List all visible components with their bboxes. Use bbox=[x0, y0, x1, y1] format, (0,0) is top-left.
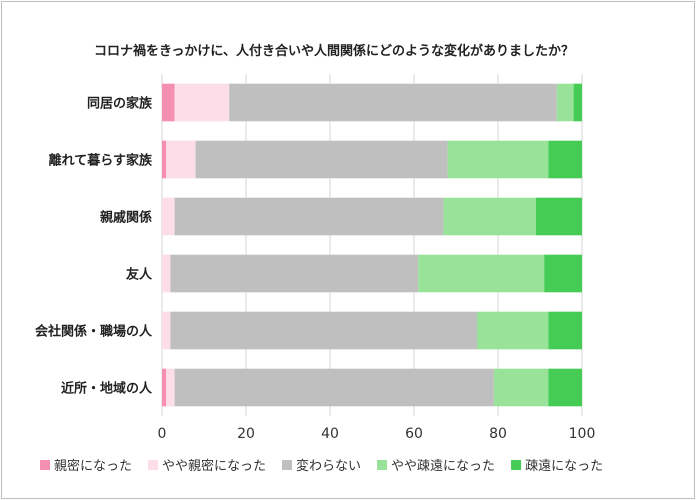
legend-label: 親密になった bbox=[54, 458, 132, 474]
x-tick-label: 100 bbox=[569, 426, 596, 442]
bar-segment-1-1 bbox=[166, 140, 196, 179]
x-tick-label: 80 bbox=[489, 426, 507, 442]
bar-segment-2-2 bbox=[174, 197, 444, 236]
bar-segment-4-1 bbox=[162, 311, 171, 350]
bar-segment-4-3 bbox=[477, 311, 549, 350]
category-label: 同居の家族 bbox=[87, 96, 153, 112]
bar-segment-5-0 bbox=[162, 368, 167, 407]
category-label: 会社関係・職場の人 bbox=[35, 324, 153, 340]
legend-swatch bbox=[377, 460, 388, 470]
bar-segment-3-4 bbox=[544, 254, 582, 293]
bar-segment-0-0 bbox=[162, 83, 175, 122]
bar-segment-1-3 bbox=[447, 140, 549, 179]
category-label: 離れて暮らす家族 bbox=[49, 153, 153, 169]
bar-segment-5-2 bbox=[174, 368, 494, 407]
x-axis-tick-labels: 0 20 40 60 80 100 bbox=[158, 426, 596, 442]
bar-segment-5-1 bbox=[166, 368, 175, 407]
category-label: 友人 bbox=[126, 267, 153, 283]
bar-segment-2-1 bbox=[162, 197, 175, 236]
bar-segment-4-2 bbox=[170, 311, 477, 350]
bar-segment-5-3 bbox=[493, 368, 549, 407]
bar-segment-3-1 bbox=[162, 254, 171, 293]
legend: 親密になった やや親密になった 変わらない やや疎遠になった 疎遠になった bbox=[40, 458, 603, 474]
bar-segment-3-2 bbox=[170, 254, 419, 293]
bar-segment-2-3 bbox=[443, 197, 536, 236]
legend-swatch bbox=[148, 460, 159, 470]
legend-label: やや疎遠になった bbox=[391, 459, 495, 474]
bar-segment-1-0 bbox=[162, 140, 167, 179]
bar-segment-1-4 bbox=[548, 140, 582, 179]
legend-label: 変わらない bbox=[296, 458, 361, 474]
category-label: 近所・地域の人 bbox=[61, 381, 153, 397]
x-tick-label: 60 bbox=[405, 426, 423, 442]
legend-swatch bbox=[511, 460, 522, 470]
bar-segment-3-3 bbox=[418, 254, 545, 293]
x-tick-label: 20 bbox=[237, 426, 255, 442]
bar-segment-0-3 bbox=[556, 83, 574, 122]
bars bbox=[162, 83, 582, 407]
legend-swatch bbox=[40, 460, 50, 470]
x-tick-label: 0 bbox=[158, 426, 167, 442]
bar-segment-5-4 bbox=[548, 368, 582, 407]
gridlines bbox=[161, 74, 583, 416]
x-tick-label: 40 bbox=[321, 426, 339, 442]
bar-segment-1-2 bbox=[195, 140, 448, 179]
legend-label: 疎遠になった bbox=[525, 459, 603, 474]
category-label: 親戚関係 bbox=[100, 210, 152, 226]
bar-segment-2-4 bbox=[535, 197, 582, 236]
legend-swatch bbox=[282, 460, 293, 470]
chart-title: コロナ禍をきっかけに、人付き合いや人間関係にどのような変化がありましたか？ bbox=[94, 43, 574, 59]
bar-segment-0-1 bbox=[174, 83, 230, 122]
legend-label: やや親密になった bbox=[162, 458, 266, 474]
bar-segment-0-2 bbox=[229, 83, 557, 122]
bar-segment-0-4 bbox=[573, 83, 582, 122]
bar-segment-4-4 bbox=[548, 311, 582, 350]
